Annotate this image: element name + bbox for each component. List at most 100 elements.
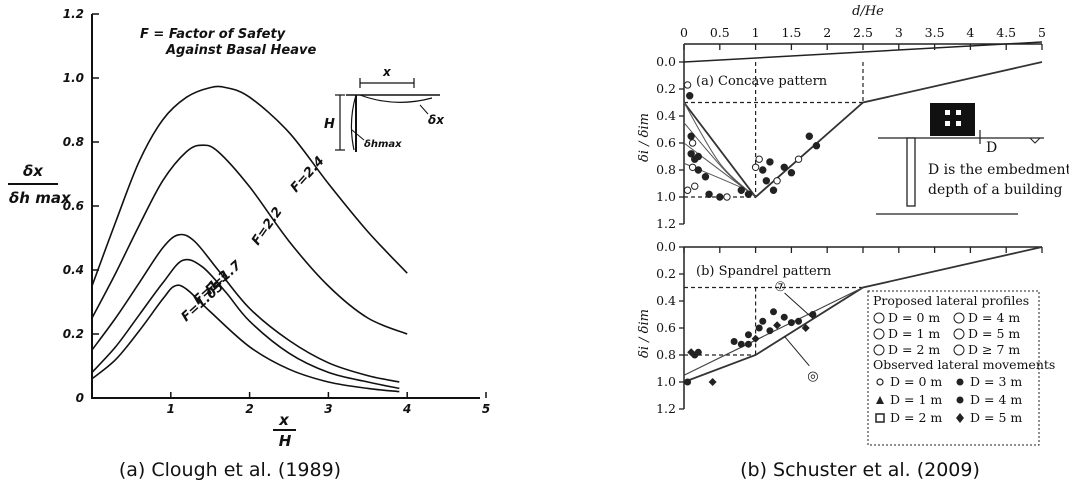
b-top-x-tick-label: 4.5 [996, 25, 1016, 40]
b-top-observed-point [737, 186, 745, 194]
b-top-observed-point [755, 155, 763, 163]
b-top-observed-point [780, 163, 788, 172]
b-top-observed-point [716, 193, 724, 201]
b-bottom-observed-point [730, 338, 738, 345]
b-top-y-tick-label: 0.8 [656, 162, 676, 177]
b-bottom-observed-point [795, 317, 803, 325]
curves-a [91, 85, 408, 393]
b-bottom-pointer-label-2: ◎ [807, 369, 818, 384]
b-legend: Proposed lateral profiles D = 0 m D = 4 m… [867, 290, 1055, 446]
b-bottom-observed-point [755, 324, 763, 332]
b-bottom-observed-point [708, 378, 717, 386]
plot-a-axis [91, 14, 480, 399]
legend-proposed-label: D = 2 m [888, 342, 940, 357]
x-ticks-a: 1 2 3 4 5 [167, 392, 490, 416]
inset-wall-deflection [350, 94, 357, 151]
legend-proposed-label: D = 1 m [888, 326, 940, 341]
b-bottom-y-tick-label: 0.8 [656, 347, 676, 362]
legend-observed-label: D = 2 m [890, 410, 942, 425]
b-top-x-tick-label: 1.5 [781, 25, 801, 40]
b-top-observed-point [723, 193, 731, 201]
inset-surface-trough [359, 94, 433, 103]
b-top-observed-point [766, 158, 774, 166]
y-tick-label-a: 0.4 [63, 263, 84, 277]
b-top-observed-point [751, 163, 760, 172]
legend-observed-label: D = 3 m [970, 374, 1022, 389]
b-top-x-tick-label: 3 [895, 25, 903, 40]
legend-proposed-label: D = 5 m [968, 326, 1020, 341]
b-top-x-tick-label: 0.5 [710, 25, 730, 40]
b-top-y-tick-label: 1.2 [656, 216, 676, 231]
building-window-1 [945, 110, 950, 115]
curve-a-series [91, 258, 400, 390]
y-label-numerator: δx [23, 162, 44, 180]
x-tick-label-a: 3 [324, 402, 332, 416]
b-bottom-proposed-line [683, 286, 864, 376]
b-bottom-observed-point [744, 331, 752, 339]
b-bottom-observed-point [773, 321, 782, 330]
b-top-y-label: δi / δim [637, 113, 652, 162]
chart-a-title-line2: Against Basal Heave [165, 43, 316, 58]
legend-observed-marker [876, 378, 884, 386]
b-top-observed-point [744, 190, 753, 199]
legend-observed-label: D = 4 m [970, 392, 1022, 407]
b-bottom-envelope [683, 246, 1043, 383]
b-bottom-y-ticks: 0.0 0.2 0.4 0.6 0.8 1.0 1.2 [656, 239, 684, 416]
legend-proposed-marker [953, 312, 965, 324]
curve-a-series [91, 233, 400, 383]
b-top-y-tick-label: 0.0 [656, 54, 676, 69]
b-top-x-tick-label: 0 [680, 25, 688, 40]
x-tick-label-a: 2 [245, 402, 253, 416]
building-note-line1: D is the embedment [928, 162, 1069, 178]
b-bottom-observed-point [770, 308, 777, 316]
b-top-observed-point [794, 155, 803, 163]
building-window-2 [956, 110, 961, 115]
curve-a-series [91, 85, 408, 287]
b-top-x-tick-label: 2 [823, 25, 831, 40]
b-bottom-y-tick-label: 1.0 [656, 374, 676, 389]
legend-observed-marker [876, 396, 884, 404]
y-ticks-a: 0 0.2 0.4 0.6 0.8 1.0 1.2 [63, 7, 99, 405]
b-top-observed-point [769, 186, 778, 194]
b-top-axis-label: d/He [852, 4, 884, 19]
b-bottom-y-tick-label: 0.4 [656, 293, 676, 308]
b-top-y-tick-label: 0.2 [656, 81, 676, 96]
b-top-observed-point [687, 150, 695, 158]
x-label-numerator: x [278, 411, 290, 429]
b-bottom-observed-point [751, 334, 760, 343]
retaining-wall [906, 137, 916, 207]
legend-observed-marker [875, 413, 885, 423]
b-top-observed-point [694, 152, 703, 161]
y-label-denominator: δh max [9, 189, 72, 207]
y-axis-label-a: δx δh max [8, 162, 72, 207]
x-label-denominator: H [279, 432, 292, 450]
b-top-observed-point [773, 177, 781, 185]
b-bottom-observed-point [787, 319, 795, 327]
b-top-y-tick-label: 1.0 [656, 189, 676, 204]
b-top-observed-point [688, 139, 697, 147]
b-bottom-observed-point [759, 317, 767, 325]
y-tick-label-a: 1.0 [63, 71, 84, 85]
b-top-y-tick-label: 0.6 [656, 135, 676, 150]
curve-a-series [91, 144, 408, 335]
building-window-4 [956, 121, 961, 126]
legend-proposed-marker [873, 328, 885, 340]
building-block [930, 103, 975, 136]
b-top-observed-point [687, 132, 695, 140]
b-top-observed-point [701, 173, 710, 181]
b-bottom-observed-point [694, 348, 702, 356]
b-top-observed-point [805, 132, 813, 140]
b-bottom-pointer-label-1: ⑦ [775, 280, 787, 295]
inset-dh-label: δhmax [364, 139, 402, 150]
b-bottom-observed-point [684, 378, 692, 386]
b-top-x-ticks: 0 0.5 1 1.5 2 2.5 3 3.5 4 4.5 5 [680, 25, 1046, 50]
b-top-observed-point [759, 166, 767, 174]
x-tick-label-a: 4 [402, 402, 411, 416]
y-tick-label-a: 0 [76, 391, 84, 405]
b-bottom-observed-point [737, 340, 745, 348]
y-tick-label-a: 0.6 [63, 199, 84, 213]
b-bottom-observed-point [809, 311, 817, 318]
curve-a-series [91, 284, 400, 393]
b-top-observed-point [683, 81, 692, 89]
inset-dh-leader [351, 129, 365, 141]
